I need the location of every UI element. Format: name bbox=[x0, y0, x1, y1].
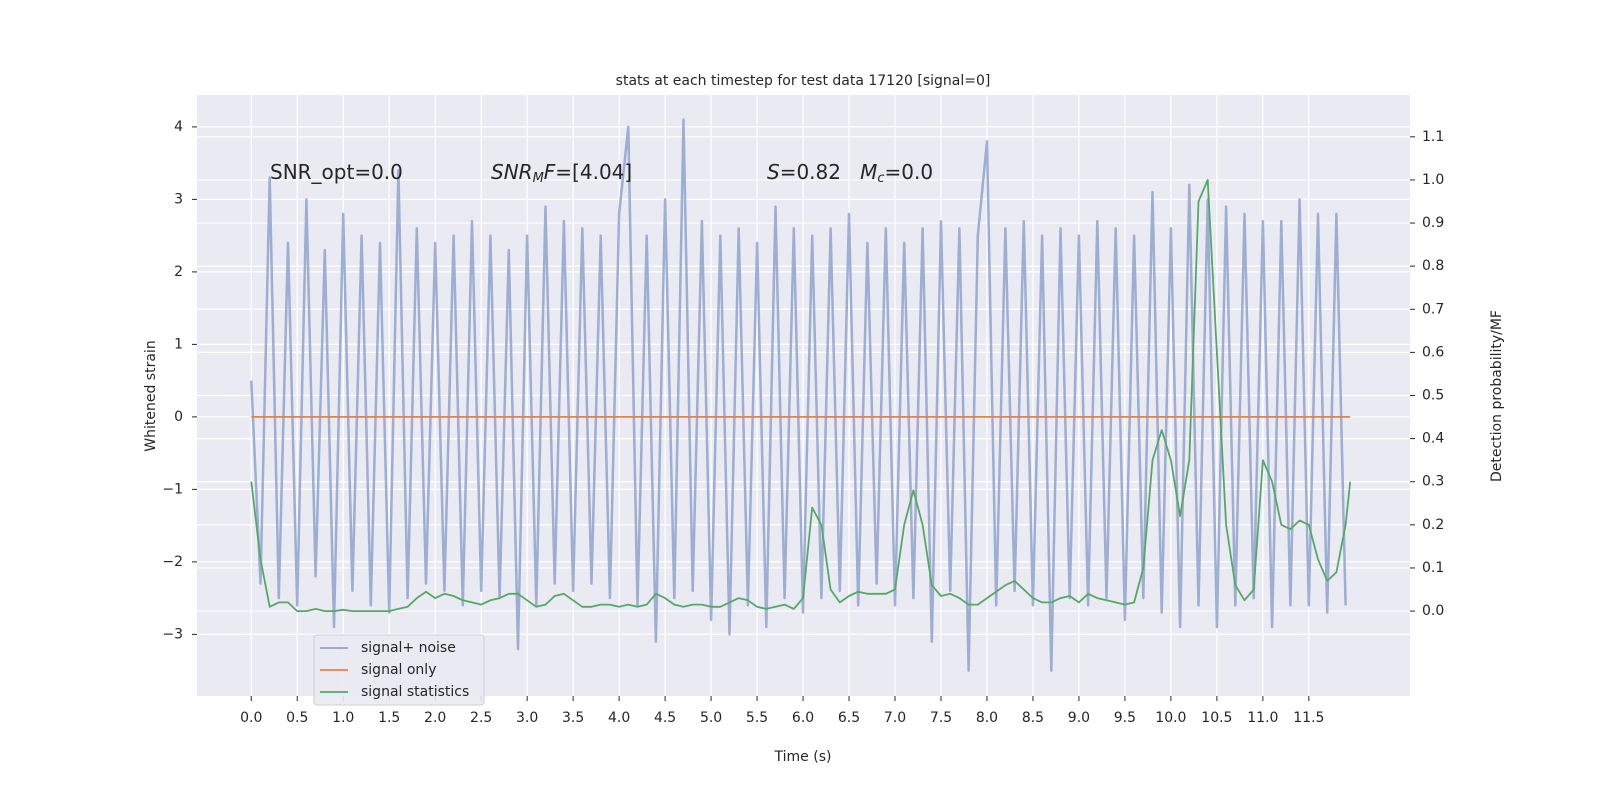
y-tick-label: 3 bbox=[174, 191, 183, 207]
y-tick-label: 2 bbox=[174, 264, 183, 280]
x-tick-label: 4.0 bbox=[608, 710, 630, 726]
x-tick-label: 8.0 bbox=[976, 710, 998, 726]
legend-label: signal only bbox=[361, 662, 436, 678]
y2-tick-label: 0.2 bbox=[1422, 517, 1444, 533]
x-tick-label: 2.0 bbox=[424, 710, 446, 726]
x-tick-label: 5.5 bbox=[746, 710, 768, 726]
y2-tick-label: 0.9 bbox=[1422, 215, 1444, 231]
x-tick-label: 9.5 bbox=[1114, 710, 1136, 726]
x-tick-label: 10.5 bbox=[1201, 710, 1232, 726]
x-tick-label: 3.0 bbox=[516, 710, 538, 726]
annotation-part: =0.82 bbox=[780, 160, 860, 184]
x-tick-label: 1.5 bbox=[378, 710, 400, 726]
x-tick-label: 0.0 bbox=[240, 710, 262, 726]
series-line bbox=[250, 118, 1347, 672]
x-tick-label: 0.5 bbox=[286, 710, 308, 726]
x-tick-label: 3.5 bbox=[562, 710, 584, 726]
annotation-part: =0.0 bbox=[885, 160, 934, 184]
x-tick-label: 6.5 bbox=[838, 710, 860, 726]
x-tick-label: 2.5 bbox=[470, 710, 492, 726]
chart-title: stats at each timestep for test data 171… bbox=[616, 73, 991, 89]
x-axis-label: Time (s) bbox=[774, 749, 832, 765]
y-tick-label: −2 bbox=[162, 554, 183, 570]
x-tick-label: 6.0 bbox=[792, 710, 814, 726]
y2-tick-label: 0.4 bbox=[1422, 431, 1444, 447]
annotation: S=0.82 Mc=0.0 bbox=[767, 160, 933, 186]
y-axis-label: Whitened strain bbox=[143, 340, 159, 451]
annotation-part: M bbox=[533, 171, 544, 186]
x-tick-label: 9.0 bbox=[1068, 710, 1090, 726]
legend-box bbox=[313, 634, 485, 706]
y2-tick-label: 1.1 bbox=[1422, 129, 1444, 145]
y-tick-label: −1 bbox=[162, 481, 183, 497]
x-tick-label: 7.0 bbox=[884, 710, 906, 726]
annotation-part: F bbox=[544, 160, 556, 184]
x-tick-label: 1.0 bbox=[332, 710, 354, 726]
annotation-part: S bbox=[767, 160, 780, 184]
y2-tick-label: 0.7 bbox=[1422, 301, 1444, 317]
y2-tick-label: 0.3 bbox=[1422, 474, 1444, 490]
y2-tick-label: 0.0 bbox=[1422, 603, 1444, 619]
y2-tick-label: 0.1 bbox=[1422, 560, 1444, 576]
y-tick-label: −3 bbox=[162, 626, 183, 642]
legend-label: signal+ noise bbox=[361, 640, 456, 656]
marks bbox=[250, 118, 1352, 672]
x-tick-label: 11.0 bbox=[1247, 710, 1278, 726]
annotation-part: M bbox=[860, 160, 877, 184]
annotation-part: c bbox=[877, 171, 884, 186]
x-tick-label: 8.5 bbox=[1022, 710, 1044, 726]
annotation: SNR_opt=0.0 bbox=[270, 160, 403, 184]
x-tick-label: 7.5 bbox=[930, 710, 952, 726]
x-tick-label: 5.0 bbox=[700, 710, 722, 726]
annotation-part: SNR bbox=[491, 160, 533, 184]
x-tick-label: 10.0 bbox=[1155, 710, 1186, 726]
y-tick-label: 1 bbox=[174, 336, 183, 352]
y2-tick-label: 0.6 bbox=[1422, 344, 1444, 360]
x-tick-label: 11.5 bbox=[1293, 710, 1324, 726]
y2-tick-label: 1.0 bbox=[1422, 172, 1444, 188]
y-tick-label: 4 bbox=[174, 119, 183, 135]
y2-axis-label: Detection probability/MF bbox=[1489, 310, 1505, 482]
series-line bbox=[250, 179, 1352, 612]
annotation: SNRMF=[4.04] bbox=[491, 160, 632, 186]
x-tick-label: 4.5 bbox=[654, 710, 676, 726]
annotation-part: =[4.04] bbox=[555, 160, 632, 184]
y2-tick-label: 0.8 bbox=[1422, 258, 1444, 274]
legend-label: signal statistics bbox=[361, 684, 469, 700]
y-tick-label: 0 bbox=[174, 409, 183, 425]
y2-tick-label: 0.5 bbox=[1422, 388, 1444, 404]
annotation-part: SNR_opt=0.0 bbox=[270, 160, 403, 184]
